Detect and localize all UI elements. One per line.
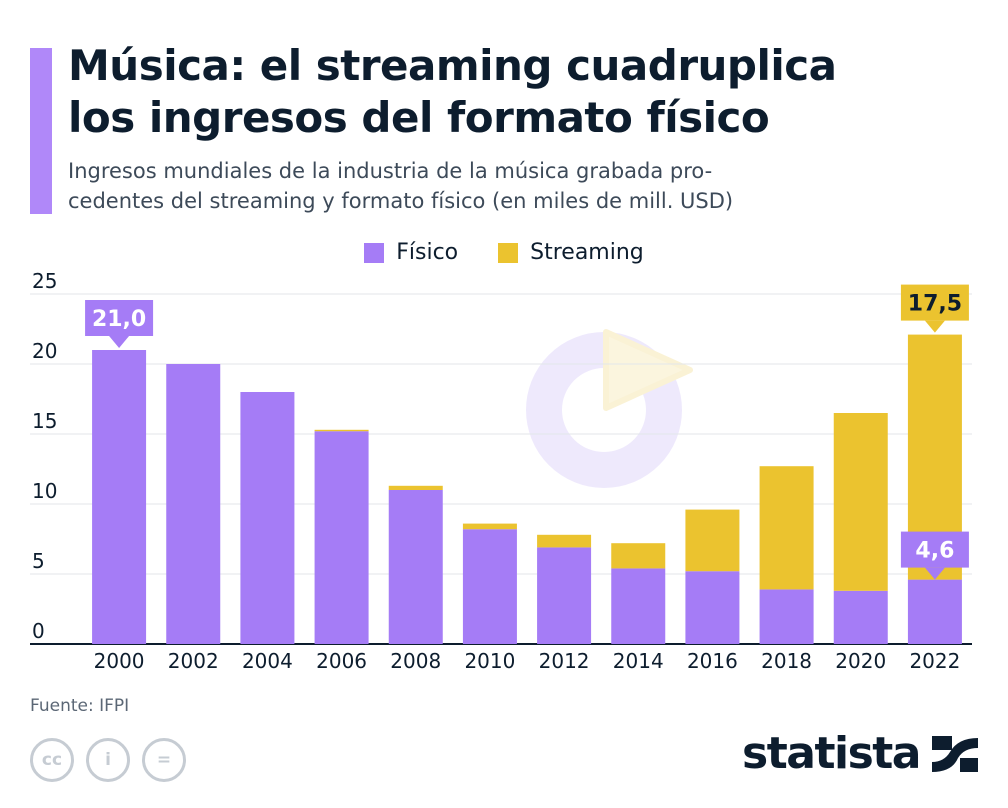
bar-fisico-2016 xyxy=(685,571,740,644)
callout-box xyxy=(85,300,154,336)
title-line-2: los ingresos del formato físico xyxy=(68,93,770,142)
statista-logo[interactable]: statista xyxy=(742,728,980,779)
bar-fisico-2020 xyxy=(833,590,888,644)
chart-bars xyxy=(92,334,962,644)
brand-name: statista xyxy=(742,728,921,779)
play-watermark-icon xyxy=(526,329,693,488)
x-tick-label: 2006 xyxy=(316,649,367,673)
bar-fisico-2012 xyxy=(537,547,592,644)
callout-box xyxy=(900,284,969,321)
bar-fisico-2014 xyxy=(611,568,666,644)
x-tick-label: 2010 xyxy=(464,649,515,673)
y-axis-ticks: 0 5 10 15 20 25 xyxy=(32,270,57,643)
bar-fisico-2000 xyxy=(92,350,147,644)
y-tick-label: 0 xyxy=(32,619,45,643)
bar-streaming-2014 xyxy=(611,543,666,569)
chart-annotations: 21,0 17,5 4,6 xyxy=(85,284,969,580)
cc-icon[interactable]: cc xyxy=(30,738,74,782)
equals-icon[interactable]: = xyxy=(142,738,186,782)
bar-fisico-2006 xyxy=(314,431,369,644)
x-tick-label: 2018 xyxy=(761,649,812,673)
bar-streaming-2006 xyxy=(314,429,369,432)
callout-2022-fisico: 4,6 xyxy=(900,531,969,580)
x-axis-ticks: 2000 2002 2004 2006 2008 2010 2012 2014 2016 2018… xyxy=(94,649,961,673)
license-icons: cc i = xyxy=(30,738,186,782)
x-tick-label: 2004 xyxy=(242,649,293,673)
bar-chart: 2000 2002 2004 2006 2008 2010 2012 2014 2016 2018… xyxy=(30,270,972,673)
x-tick-label: 2012 xyxy=(539,649,590,673)
legend-item-fisico: Físico xyxy=(364,240,458,265)
bar-fisico-2018 xyxy=(759,589,814,644)
subtitle-line-2: cedentes del streaming y formato físico … xyxy=(68,189,734,213)
title-accent-bar xyxy=(30,48,52,214)
x-tick-label: 2008 xyxy=(390,649,441,673)
callout-pointer xyxy=(924,320,945,333)
bar-fisico-2002 xyxy=(166,364,221,644)
statista-logo-icon xyxy=(932,735,978,772)
bar-streaming-2008 xyxy=(388,485,443,490)
callout-label: 17,5 xyxy=(908,292,962,317)
subtitle: Ingresos mundiales de la industria de la… xyxy=(68,156,988,216)
x-tick-label: 2014 xyxy=(613,649,664,673)
bar-streaming-2020 xyxy=(833,413,888,591)
bar-streaming-2012 xyxy=(537,534,592,548)
source-note: Fuente: IFPI xyxy=(30,696,130,716)
callout-box xyxy=(900,531,969,568)
x-tick-label: 2000 xyxy=(94,649,145,673)
legend-swatch-fisico xyxy=(364,242,385,263)
callout-pointer xyxy=(924,567,945,580)
title-line-1: Música: el streaming cuadruplica xyxy=(68,41,837,90)
bar-streaming-2010 xyxy=(462,523,517,530)
bar-fisico-2008 xyxy=(388,490,443,644)
legend-label-fisico: Físico xyxy=(396,240,459,265)
y-tick-label: 5 xyxy=(32,549,45,573)
bar-streaming-2016 xyxy=(685,509,740,572)
y-tick-label: 10 xyxy=(32,479,57,503)
info-icon[interactable]: i xyxy=(86,738,130,782)
bar-fisico-2004 xyxy=(240,392,295,644)
callout-label: 4,6 xyxy=(915,539,954,564)
bar-fisico-2022 xyxy=(907,579,962,644)
y-tick-label: 15 xyxy=(32,409,57,433)
x-tick-label: 2016 xyxy=(687,649,738,673)
x-tick-label: 2022 xyxy=(909,649,960,673)
subtitle-line-1: Ingresos mundiales de la industria de la… xyxy=(68,159,713,183)
x-tick-label: 2020 xyxy=(835,649,886,673)
page-title: Música: el streaming cuadruplica los ing… xyxy=(68,40,998,144)
legend-swatch-streaming xyxy=(498,242,519,263)
callout-label: 21,0 xyxy=(92,307,146,332)
callout-2000-fisico: 21,0 xyxy=(85,300,154,348)
y-tick-label: 25 xyxy=(32,270,57,293)
callout-2022-streaming: 17,5 xyxy=(900,284,969,333)
y-tick-label: 20 xyxy=(32,339,57,363)
chart-legend: Físico Streaming xyxy=(0,240,1008,265)
bar-streaming-2018 xyxy=(759,466,814,590)
legend-label-streaming: Streaming xyxy=(530,240,644,265)
x-tick-label: 2002 xyxy=(168,649,219,673)
callout-pointer xyxy=(109,336,130,348)
legend-item-streaming: Streaming xyxy=(498,240,644,265)
bar-fisico-2010 xyxy=(462,529,517,644)
